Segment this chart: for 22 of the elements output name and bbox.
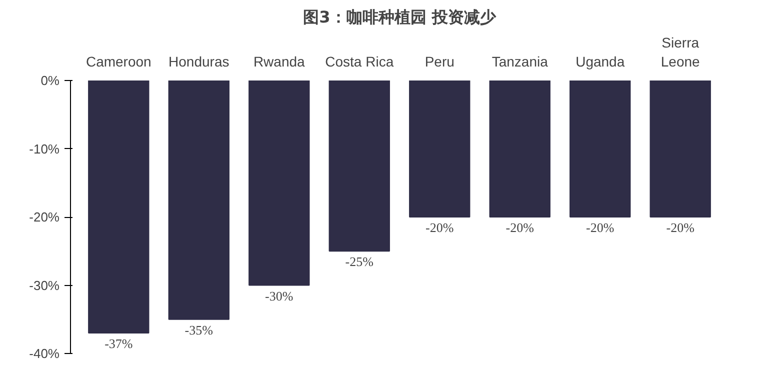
x-tick-label: Rwanda — [253, 54, 306, 70]
y-tick-label: 0% — [40, 73, 60, 88]
y-tick-label: -10% — [29, 141, 60, 156]
x-tick-label: Cameroon — [86, 54, 152, 70]
y-tick-label: -30% — [29, 278, 60, 293]
chart-title: 图3：咖啡种植园 投资减少 — [303, 8, 497, 26]
x-tick-label: Costa Rica — [325, 54, 394, 70]
data-label: -20% — [426, 220, 454, 235]
data-label: -20% — [586, 220, 614, 235]
data-label: -37% — [104, 336, 133, 352]
data-label: -20% — [666, 220, 695, 235]
data-label: -30% — [265, 288, 294, 304]
x-tick-label: Uganda — [576, 54, 625, 70]
data-label: -35% — [184, 322, 214, 338]
y-tick-label: -40% — [29, 346, 60, 361]
y-tick-label: -20% — [29, 210, 60, 224]
data-label: -20% — [506, 220, 534, 235]
x-tick-label: Honduras — [168, 54, 230, 70]
x-tick-label: Tanzania — [492, 54, 548, 70]
data-label: -25% — [345, 254, 374, 270]
x-tick-label: Peru — [424, 54, 454, 70]
x-tick-label: Sierra Leone — [660, 34, 700, 70]
